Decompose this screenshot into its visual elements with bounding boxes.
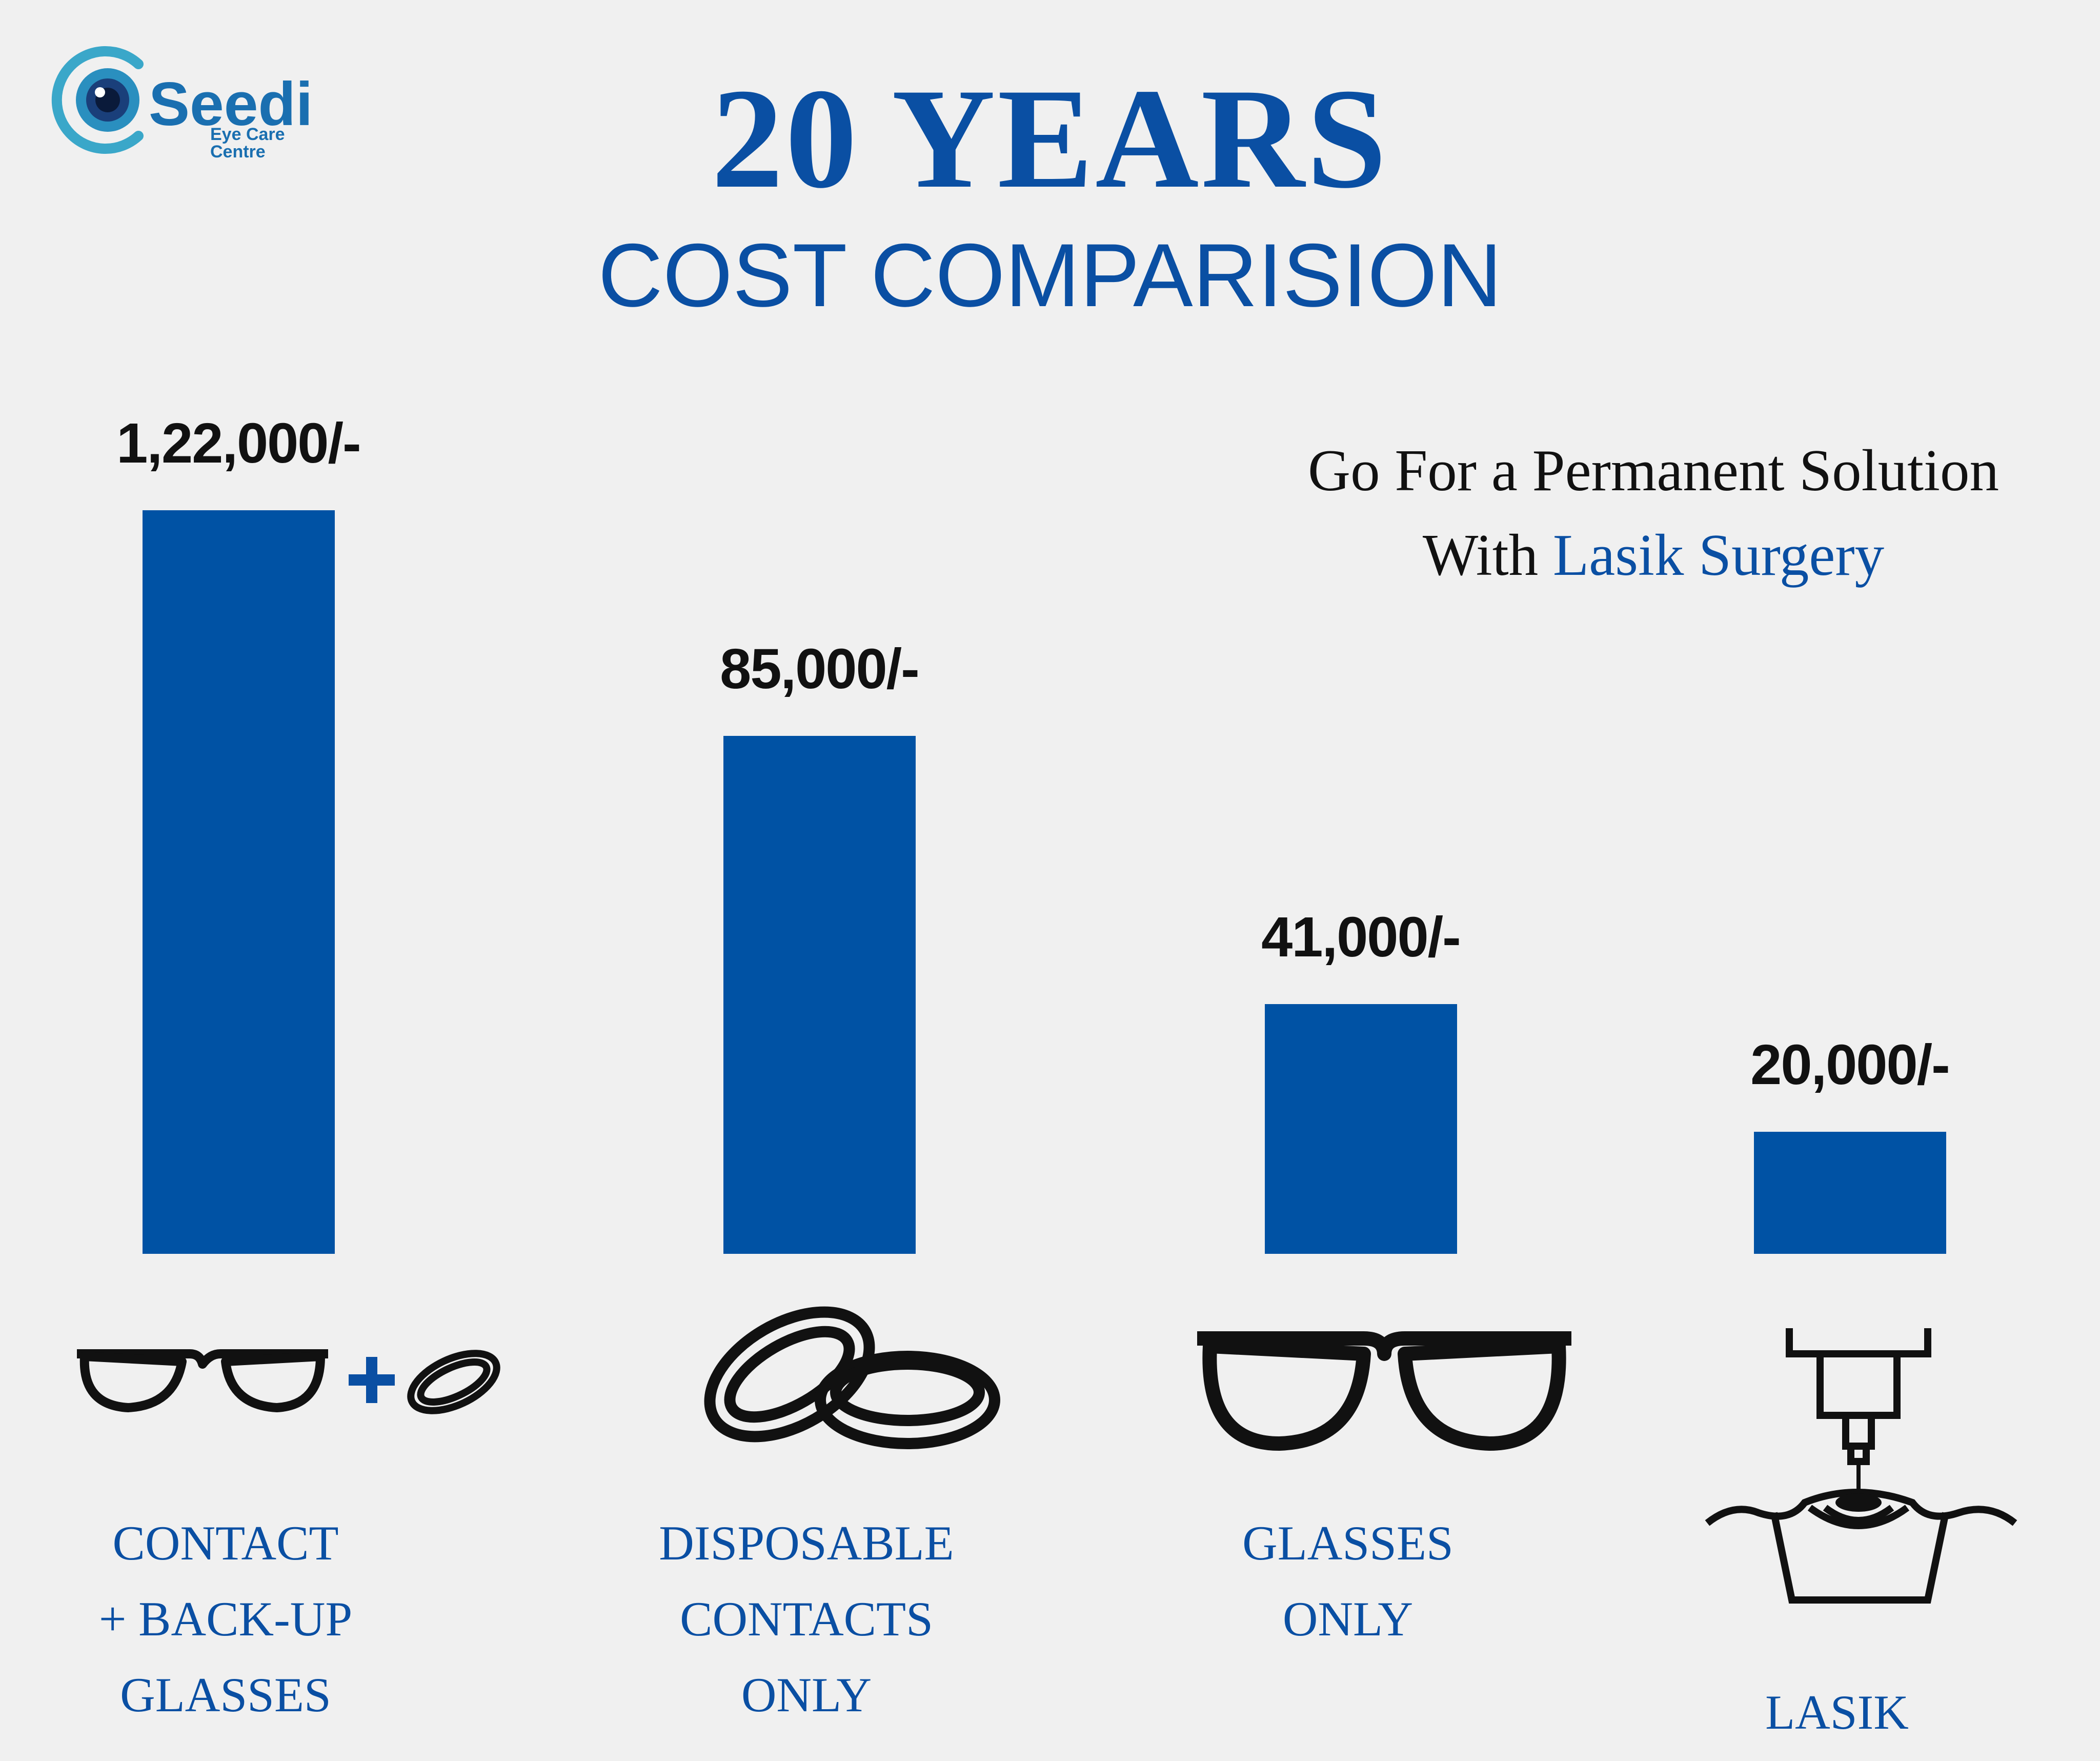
contact-lenses-icon [704,1306,1000,1449]
category-line: ONLY [741,1668,872,1722]
category-label-4: LASIK [1606,1674,2068,1750]
logo: Seedi Eye Care Centre [49,44,336,161]
category-label-3: GLASSES ONLY [1117,1505,1579,1657]
category-line: ONLY [1282,1592,1414,1646]
tagline-prefix: With [1422,523,1553,588]
category-label-2: DISPOSABLE CONTACTS ONLY [576,1505,1037,1733]
lasik-laser-icon [1705,1328,2017,1604]
tagline-highlight: Lasik Surgery [1552,523,1885,588]
logo-wordmark: Seedi [149,70,313,138]
category-line: DISPOSABLE [659,1516,954,1570]
value-label-1: 1,22,000/- [116,412,361,475]
eye-logo-icon [51,46,144,154]
logo-subtitle: Eye Care Centre [210,125,285,162]
bar-4 [1753,1132,1946,1254]
category-label-1: CONTACT + BACK-UP GLASSES [0,1505,456,1733]
bar-1 [142,510,335,1254]
tagline-line1: Go For a Permanent Solution [1308,438,1999,503]
page-subtitle: COST COMPARISION [598,226,1502,326]
glasses-icon [1197,1331,1571,1451]
bar-3 [1264,1004,1457,1254]
glasses-plus-contacts-icon [77,1349,500,1414]
category-line: CONTACT [112,1516,339,1570]
category-line: CONTACTS [680,1592,933,1646]
tagline-line2: With Lasik Surgery [1179,513,2100,597]
tagline: Go For a Permanent Solution With Lasik S… [1179,428,2100,597]
category-line: + BACK-UP [98,1592,353,1646]
value-label-4: 20,000/- [1750,1033,1950,1097]
value-label-3: 41,000/- [1261,905,1461,969]
value-label-2: 85,000/- [720,637,920,701]
page-title: 20 YEARS [711,58,1389,218]
bar-2 [723,735,916,1254]
category-line: LASIK [1765,1685,1909,1739]
category-line: GLASSES [120,1668,331,1722]
category-line: GLASSES [1242,1516,1453,1570]
